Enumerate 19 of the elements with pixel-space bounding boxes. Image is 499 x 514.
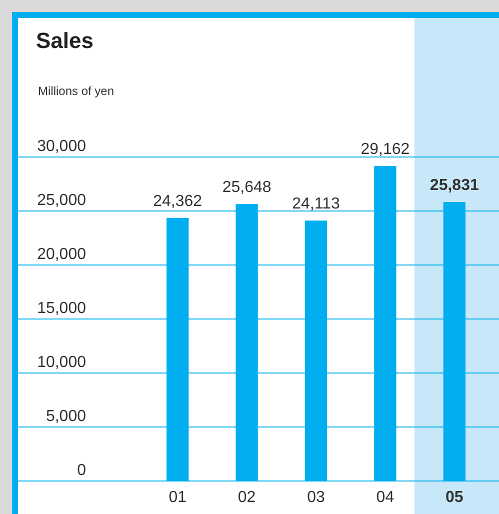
- x-tick-label: 05: [446, 489, 464, 506]
- y-tick-label: 0: [77, 462, 86, 479]
- y-tick-label: 30,000: [37, 138, 86, 155]
- data-label: 24,362: [153, 192, 202, 210]
- y-tick-label: 5,000: [46, 408, 86, 425]
- data-label: 25,831: [430, 177, 479, 194]
- x-tick-label: 01: [168, 489, 187, 506]
- y-tick-label: 10,000: [37, 354, 86, 371]
- chart-title: Sales: [36, 28, 94, 53]
- x-tick-label: 02: [238, 489, 256, 506]
- y-tick-label: 15,000: [37, 300, 86, 317]
- x-tick-label: 03: [307, 489, 325, 506]
- data-label: 25,648: [222, 179, 272, 196]
- y-tick-label: 25,000: [37, 192, 86, 209]
- chart-subtitle: Millions of yen: [38, 84, 114, 98]
- y-tick-label: 20,000: [37, 246, 86, 263]
- x-tick-label: 04: [376, 489, 394, 506]
- data-label: 24,113: [292, 196, 340, 213]
- data-label: 29,162: [360, 141, 410, 158]
